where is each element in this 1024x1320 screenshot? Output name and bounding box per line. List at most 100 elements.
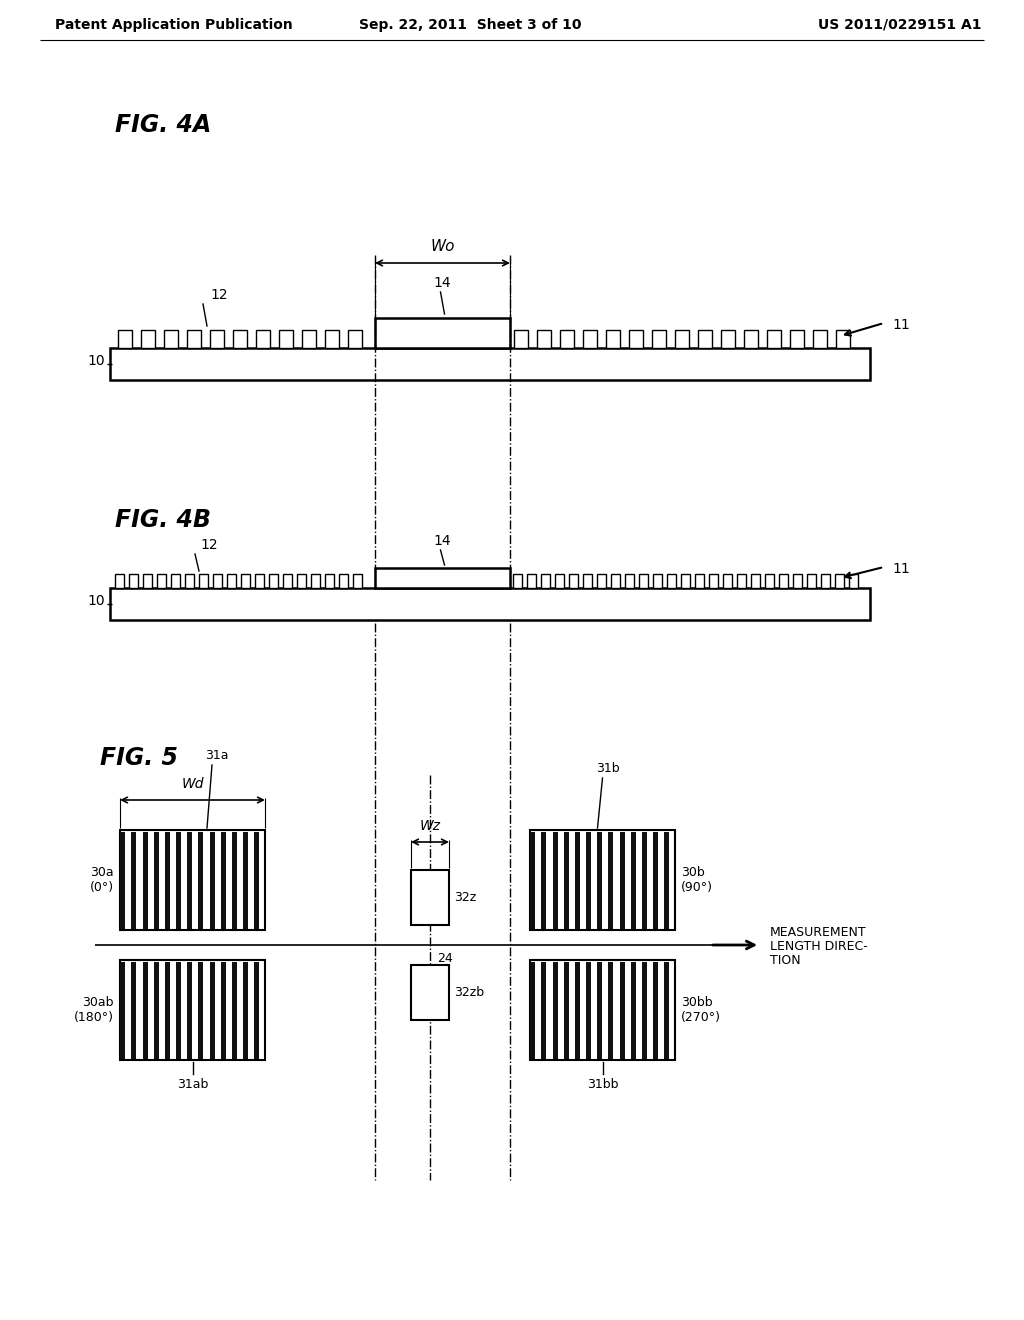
Bar	[608, 961, 613, 1059]
Bar	[574, 961, 580, 1059]
Text: (90°): (90°)	[681, 880, 713, 894]
Bar	[115, 574, 124, 587]
Bar	[597, 961, 602, 1059]
Text: Wo: Wo	[430, 239, 455, 253]
Bar	[560, 330, 574, 348]
Bar	[143, 574, 152, 587]
Bar	[530, 960, 675, 1060]
Bar	[283, 574, 292, 587]
Text: 30ab: 30ab	[83, 997, 114, 1010]
Bar	[665, 961, 669, 1059]
Text: 10: 10	[87, 594, 105, 609]
Bar	[411, 965, 449, 1020]
Text: 31bb: 31bb	[587, 1078, 618, 1092]
Text: (270°): (270°)	[681, 1011, 721, 1023]
Bar	[131, 832, 136, 928]
Bar	[297, 574, 306, 587]
Text: 30bb: 30bb	[681, 997, 713, 1010]
Bar	[611, 574, 620, 587]
Bar	[620, 961, 625, 1059]
Bar	[199, 574, 208, 587]
Bar	[129, 574, 138, 587]
Bar	[597, 832, 602, 928]
Bar	[767, 330, 781, 348]
Bar	[653, 574, 662, 587]
Text: 31ab: 31ab	[177, 1078, 208, 1092]
Bar	[527, 574, 536, 587]
Bar	[639, 574, 648, 587]
Bar	[375, 568, 510, 587]
Bar	[165, 961, 170, 1059]
Bar	[542, 832, 547, 928]
Bar	[737, 574, 746, 587]
Bar	[835, 574, 844, 587]
Bar	[348, 330, 362, 348]
Bar	[142, 832, 147, 928]
Bar	[652, 330, 666, 348]
Bar	[537, 330, 551, 348]
Bar	[586, 961, 591, 1059]
Bar	[118, 330, 132, 348]
Bar	[210, 832, 215, 928]
Bar	[254, 832, 259, 928]
Bar	[667, 574, 676, 587]
Bar	[631, 832, 636, 928]
Text: 12: 12	[200, 539, 218, 552]
Text: (180°): (180°)	[74, 1011, 114, 1023]
Text: 30b: 30b	[681, 866, 705, 879]
Bar	[530, 830, 675, 931]
Bar	[120, 960, 265, 1060]
Bar	[325, 330, 339, 348]
Bar	[744, 330, 758, 348]
Bar	[530, 961, 536, 1059]
Bar	[541, 574, 550, 587]
Bar	[631, 961, 636, 1059]
Bar	[231, 832, 237, 928]
Bar	[530, 832, 536, 928]
Bar	[821, 574, 830, 587]
Bar	[608, 832, 613, 928]
Text: 32z: 32z	[454, 891, 476, 904]
Text: TION: TION	[770, 953, 801, 966]
Text: 14: 14	[434, 535, 452, 548]
Bar	[110, 348, 870, 380]
Bar	[569, 574, 578, 587]
Text: 11: 11	[892, 562, 909, 576]
Bar	[213, 574, 222, 587]
Bar	[513, 574, 522, 587]
Bar	[542, 961, 547, 1059]
Bar	[141, 330, 155, 348]
Bar	[555, 574, 564, 587]
Bar	[698, 330, 712, 348]
Text: Wd: Wd	[181, 777, 204, 791]
Bar	[723, 574, 732, 587]
Bar	[709, 574, 718, 587]
Bar	[553, 961, 558, 1059]
Bar	[171, 574, 180, 587]
Text: LENGTH DIREC-: LENGTH DIREC-	[770, 940, 867, 953]
Text: 31a: 31a	[205, 748, 228, 762]
Bar	[629, 330, 643, 348]
Bar	[243, 961, 248, 1059]
Bar	[279, 330, 293, 348]
Bar	[185, 574, 194, 587]
Bar	[642, 961, 647, 1059]
Text: 31b: 31b	[596, 762, 620, 775]
Bar	[176, 832, 181, 928]
Bar	[620, 832, 625, 928]
Bar	[255, 574, 264, 587]
Bar	[849, 574, 858, 587]
Bar	[256, 330, 270, 348]
Text: FIG. 4A: FIG. 4A	[115, 114, 211, 137]
Bar	[302, 330, 316, 348]
Bar	[339, 574, 348, 587]
Bar	[642, 832, 647, 928]
Bar	[154, 832, 159, 928]
Text: US 2011/0229151 A1: US 2011/0229151 A1	[818, 18, 982, 32]
Bar	[779, 574, 788, 587]
Bar	[665, 832, 669, 928]
Bar	[199, 961, 204, 1059]
Bar	[375, 318, 510, 348]
Bar	[514, 330, 528, 348]
Bar	[606, 330, 620, 348]
